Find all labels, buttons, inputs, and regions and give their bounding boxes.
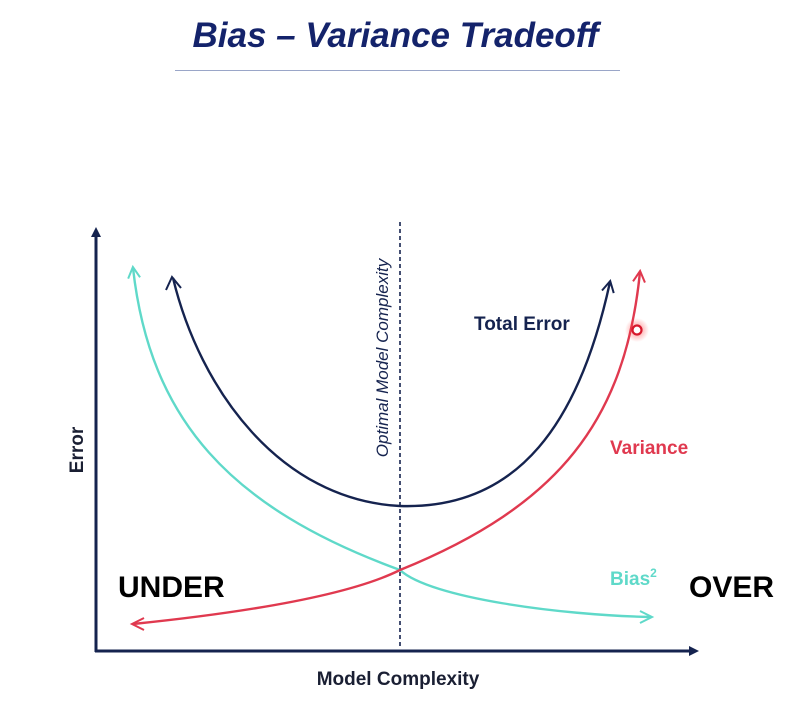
variance-curve: [132, 272, 640, 626]
overfit-label: OVER: [689, 571, 774, 604]
title-underline: [175, 70, 620, 71]
total-error-curve: [171, 277, 610, 508]
optimal-complexity-label: Optimal Model Complexity: [373, 257, 392, 457]
y-axis-label: Error: [67, 426, 88, 473]
bias-superscript: 2: [650, 566, 657, 580]
bias-curve: [133, 268, 651, 619]
slide-title: Bias – Variance Tradeoff: [192, 16, 599, 55]
total-error-arrowhead-left: [165, 275, 182, 291]
red-dot-cursor-icon: [625, 318, 649, 342]
bias-arrowhead-right: [639, 610, 655, 624]
x-axis-label: Model Complexity: [317, 669, 480, 690]
underfit-label: UNDER: [118, 571, 225, 604]
variance-arrowhead-left: [129, 617, 145, 631]
total-error-label: Total Error: [474, 314, 570, 335]
bias-label: Bias2: [610, 566, 657, 590]
bias-label-text: Bias: [610, 569, 650, 590]
variance-label: Variance: [610, 438, 688, 459]
